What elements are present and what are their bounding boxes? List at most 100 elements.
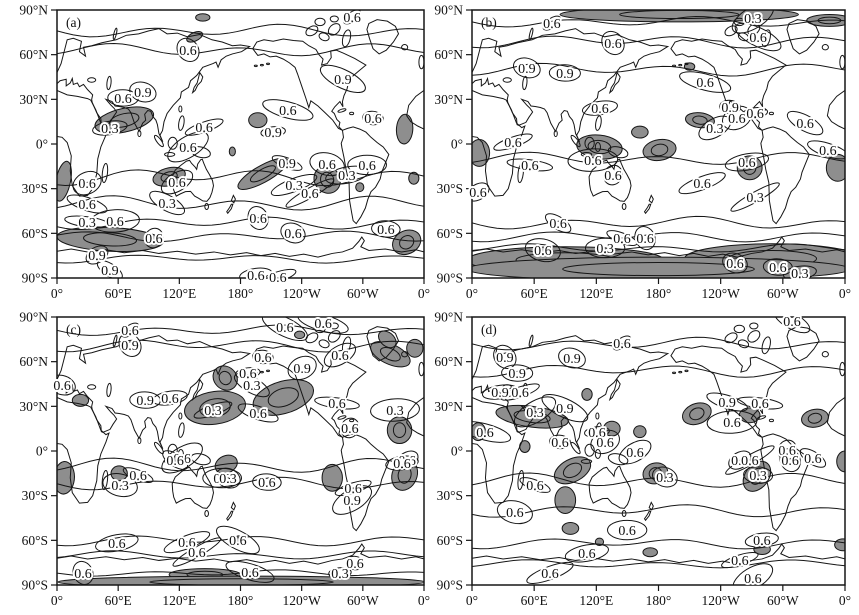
- contour-label: 0.3: [78, 216, 96, 231]
- y-tick-label: 60°S: [22, 533, 48, 548]
- contour-ring: [582, 99, 618, 118]
- contour-ring: [363, 111, 384, 126]
- map-layers: [57, 308, 424, 587]
- shaded-region-inner-contour: [514, 409, 551, 425]
- x-tick-label: 0°: [51, 286, 63, 301]
- contour-label: 0.6: [258, 476, 276, 491]
- contour-label: 0.3: [744, 12, 762, 27]
- shaded-region: [387, 417, 411, 444]
- x-tick-label: 60°W: [347, 593, 379, 608]
- contour-label: 0.6: [751, 397, 769, 412]
- shaded-region-inner-contour: [588, 139, 611, 154]
- contour-ring: [130, 392, 161, 409]
- contour-line: [57, 231, 424, 241]
- contour-ring: [725, 150, 770, 174]
- contour-line: [57, 477, 424, 490]
- contour-ring: [225, 557, 275, 587]
- contour-label: 0.3: [111, 479, 129, 494]
- x-tick-label: 60°W: [767, 593, 799, 608]
- contour-line: [57, 24, 424, 37]
- contour-label: 0.6: [318, 158, 336, 173]
- x-tick-label: 120°E: [162, 593, 196, 608]
- contour-label: 0.6: [188, 546, 206, 561]
- shaded-region-inner-contour: [693, 115, 708, 125]
- contour-label: 0.6: [731, 454, 749, 469]
- contour-label: 0.6: [179, 141, 197, 156]
- contour-ring: [612, 333, 632, 353]
- y-tick-label: 30°S: [22, 488, 48, 503]
- contour-label: 0.6: [693, 177, 711, 192]
- contour-ring: [721, 103, 752, 133]
- contour-ring: [496, 498, 533, 526]
- contour-ring: [329, 567, 352, 579]
- shaded-region: [249, 113, 267, 128]
- contour-label: 0.6: [511, 386, 529, 401]
- contour-ring: [730, 179, 781, 215]
- contour-ring: [778, 445, 802, 475]
- contour-label: 0.3: [656, 471, 674, 486]
- shaded-region: [196, 14, 210, 21]
- contour-label: 0.3: [746, 191, 764, 206]
- contour-ring: [371, 220, 400, 238]
- contour-label: 0.9: [518, 62, 536, 77]
- contour-ring: [144, 226, 164, 249]
- contour-label: 0.6: [241, 566, 259, 581]
- contour-label: 0.6: [114, 92, 132, 107]
- shaded-region: [295, 331, 305, 338]
- contour-line: [57, 536, 424, 546]
- shaded-region: [236, 152, 290, 195]
- contour-ring: [633, 223, 657, 253]
- contour-label: 0.6: [728, 112, 746, 127]
- shaded-region: [835, 539, 845, 551]
- contour-ring: [163, 527, 211, 557]
- contour-label: 0.9: [134, 86, 152, 101]
- y-tick-label: 90°S: [437, 578, 463, 593]
- contour-ring: [165, 126, 210, 168]
- contour-ring: [129, 80, 157, 105]
- contour-label: 0.6: [578, 547, 596, 562]
- contour-ring: [500, 381, 540, 404]
- shaded-region: [322, 464, 342, 491]
- x-tick-label: 0°: [839, 286, 851, 301]
- contour-label: 0.6: [213, 472, 231, 487]
- contour-ring: [193, 399, 232, 422]
- contour-label: 0.6: [778, 444, 796, 459]
- map-area-d: [472, 305, 845, 585]
- x-tick-label: 0°: [51, 593, 63, 608]
- contour-ring: [90, 209, 139, 234]
- contour-label: 0.6: [549, 217, 567, 232]
- contour-label: 0.6: [796, 117, 814, 132]
- contour-label: 0.6: [328, 397, 346, 412]
- contour-line: [472, 365, 845, 377]
- contour-ring: [215, 521, 262, 560]
- contour-label: 0.6: [239, 367, 257, 382]
- contour-label: 0.6: [526, 479, 544, 494]
- contour-label: 0.9: [491, 386, 509, 401]
- contour-ring: [246, 203, 270, 233]
- x-tick-label: 60°E: [105, 593, 132, 608]
- y-tick-label: 60°N: [19, 47, 48, 62]
- panel-a: 90°N60°N30°N0°30°S60°S90°S0° 60°E 120°E 180…: [19, 3, 430, 302]
- contour-ring: [159, 165, 194, 198]
- contour-ring: [565, 541, 610, 565]
- shaded-region: [685, 111, 715, 129]
- contour-line: [57, 170, 424, 186]
- contour-label: 0.6: [377, 223, 395, 238]
- shaded-region-inner-contour: [651, 143, 668, 156]
- contour-label: 0.6: [534, 244, 552, 259]
- contour-label: 0.6: [783, 315, 801, 330]
- contour-label: 0.6: [166, 454, 184, 469]
- shaded-region-inner-contour: [83, 231, 136, 247]
- contour-ring: [330, 480, 374, 521]
- shaded-region-inner-contour: [562, 461, 582, 481]
- contour-label: 0.6: [543, 17, 561, 32]
- contour-label: 0.6: [279, 104, 297, 119]
- contour-label: 0.6: [168, 176, 186, 191]
- y-tick-label: 60°N: [434, 354, 463, 369]
- contour-ring: [603, 163, 624, 186]
- contour-label: 0.6: [358, 159, 376, 174]
- contour-ring: [340, 416, 360, 439]
- contour-label: 0.6: [749, 31, 767, 46]
- contour-label: 0.9: [101, 264, 119, 279]
